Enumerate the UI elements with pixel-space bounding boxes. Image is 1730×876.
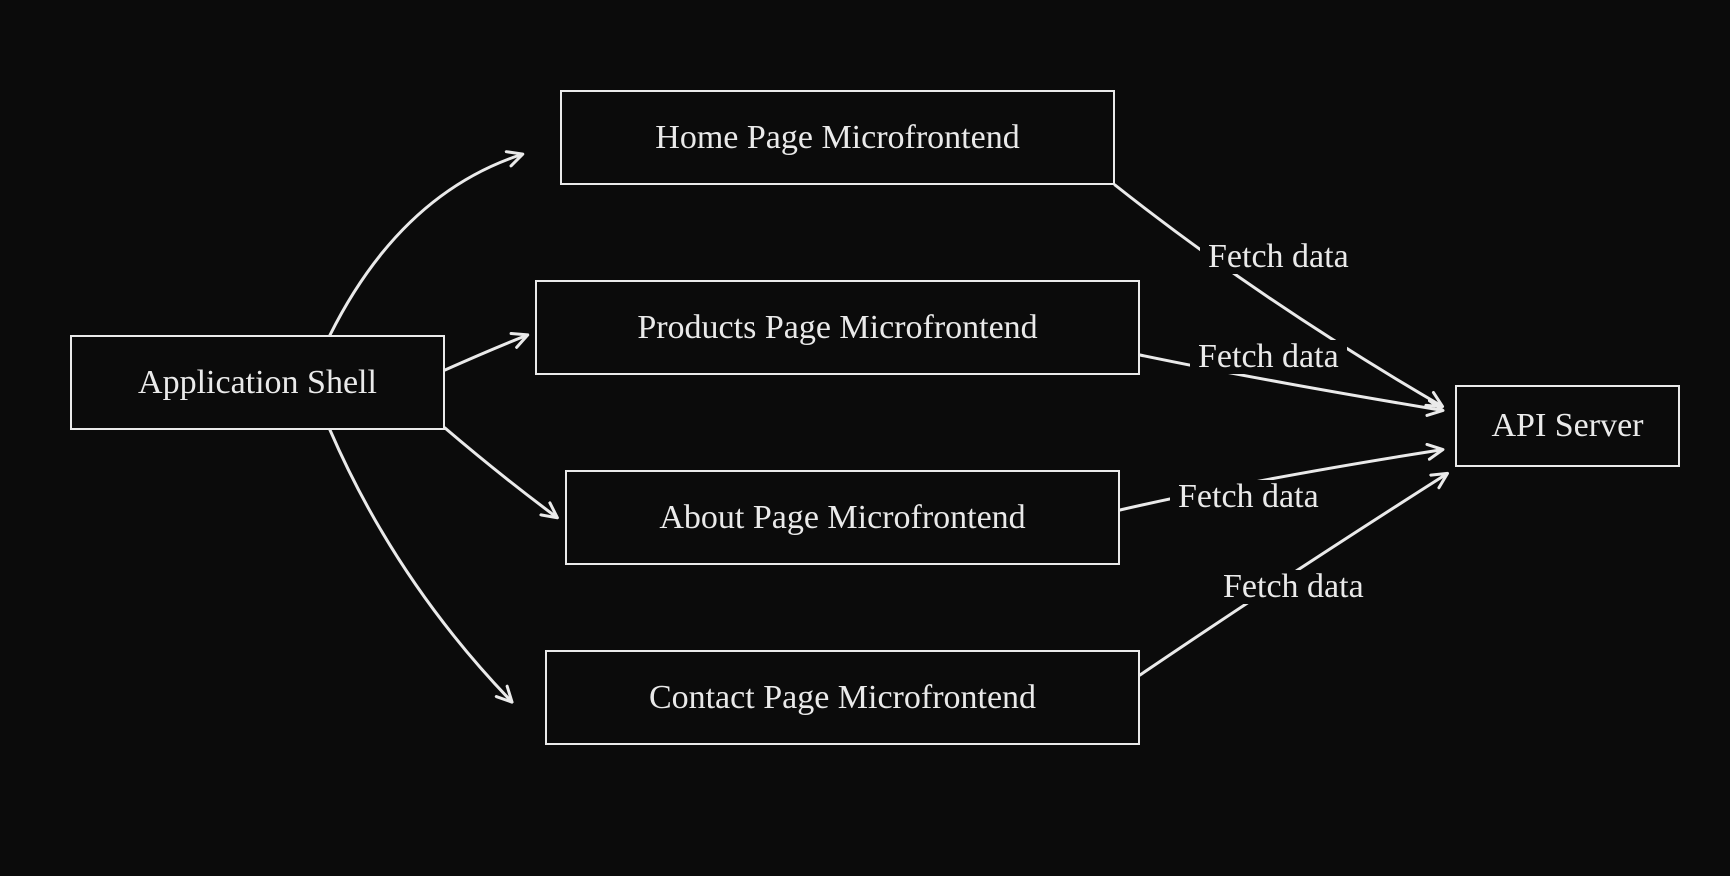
edge-shell-to-products bbox=[445, 336, 525, 370]
edge-label-contact-to-api: Fetch data bbox=[1215, 570, 1372, 604]
edge-label-about-to-api: Fetch data bbox=[1170, 480, 1327, 514]
edge-label-home-to-api: Fetch data bbox=[1200, 240, 1357, 274]
edge-shell-to-home bbox=[330, 155, 520, 335]
diagram-canvas: Fetch data Fetch data Fetch data Fetch data… bbox=[0, 0, 1730, 876]
node-about: About Page Microfrontend bbox=[565, 470, 1120, 565]
node-label: Home Page Microfrontend bbox=[655, 119, 1019, 156]
edge-shell-to-about bbox=[445, 428, 555, 516]
edge-shell-to-contact bbox=[330, 430, 510, 700]
node-shell: Application Shell bbox=[70, 335, 445, 430]
node-api: API Server bbox=[1455, 385, 1680, 467]
node-label: API Server bbox=[1491, 407, 1643, 444]
node-label: Products Page Microfrontend bbox=[637, 309, 1037, 346]
node-label: About Page Microfrontend bbox=[659, 499, 1025, 536]
node-home: Home Page Microfrontend bbox=[560, 90, 1115, 185]
node-contact: Contact Page Microfrontend bbox=[545, 650, 1140, 745]
node-label: Application Shell bbox=[138, 364, 377, 401]
node-products: Products Page Microfrontend bbox=[535, 280, 1140, 375]
edge-label-products-to-api: Fetch data bbox=[1190, 340, 1347, 374]
node-label: Contact Page Microfrontend bbox=[649, 679, 1036, 716]
